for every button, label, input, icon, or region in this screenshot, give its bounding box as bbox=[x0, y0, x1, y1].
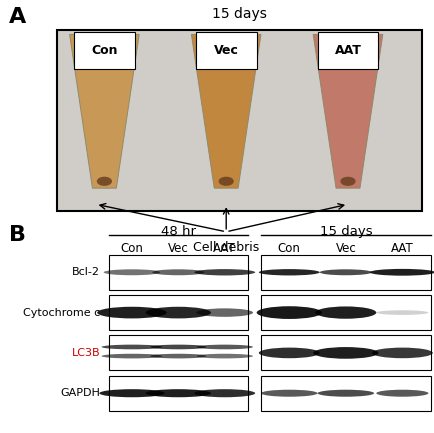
Text: A: A bbox=[9, 7, 26, 27]
Ellipse shape bbox=[375, 390, 427, 397]
Ellipse shape bbox=[152, 269, 204, 275]
Text: Vec: Vec bbox=[335, 242, 355, 255]
Text: Con: Con bbox=[277, 242, 300, 255]
Ellipse shape bbox=[196, 354, 253, 359]
Text: GAPDH: GAPDH bbox=[60, 388, 100, 398]
Ellipse shape bbox=[96, 177, 112, 186]
Bar bbox=[108, 336, 247, 370]
Ellipse shape bbox=[371, 348, 432, 358]
Ellipse shape bbox=[150, 345, 206, 349]
Text: AAT: AAT bbox=[213, 242, 236, 255]
Ellipse shape bbox=[99, 389, 164, 397]
Text: AAT: AAT bbox=[334, 44, 361, 57]
Bar bbox=[260, 255, 430, 290]
Text: AAT: AAT bbox=[390, 242, 413, 255]
Text: Vec: Vec bbox=[168, 242, 188, 255]
Ellipse shape bbox=[101, 354, 162, 359]
Polygon shape bbox=[312, 35, 382, 188]
Polygon shape bbox=[69, 35, 139, 188]
Polygon shape bbox=[191, 35, 260, 188]
Ellipse shape bbox=[256, 306, 321, 319]
Ellipse shape bbox=[97, 307, 166, 318]
FancyBboxPatch shape bbox=[195, 32, 256, 69]
Ellipse shape bbox=[150, 354, 206, 359]
Bar bbox=[260, 336, 430, 370]
FancyBboxPatch shape bbox=[74, 32, 135, 69]
Ellipse shape bbox=[260, 390, 317, 397]
Ellipse shape bbox=[101, 345, 162, 349]
Ellipse shape bbox=[194, 389, 255, 397]
Bar bbox=[108, 255, 247, 290]
Ellipse shape bbox=[196, 308, 253, 317]
Text: Con: Con bbox=[91, 44, 117, 57]
Text: 15 days: 15 days bbox=[211, 7, 266, 21]
Text: Bcl-2: Bcl-2 bbox=[72, 267, 100, 277]
Text: Cell debris: Cell debris bbox=[193, 241, 259, 254]
Ellipse shape bbox=[103, 269, 160, 275]
Ellipse shape bbox=[319, 269, 371, 275]
Ellipse shape bbox=[312, 347, 378, 359]
Text: B: B bbox=[9, 225, 26, 245]
Ellipse shape bbox=[194, 269, 255, 275]
Bar bbox=[56, 30, 421, 211]
Ellipse shape bbox=[145, 307, 210, 318]
Text: LC3B: LC3B bbox=[71, 348, 100, 358]
Ellipse shape bbox=[315, 307, 375, 319]
Text: 48 hr: 48 hr bbox=[161, 225, 195, 238]
Bar bbox=[108, 376, 247, 411]
Ellipse shape bbox=[196, 345, 253, 349]
FancyBboxPatch shape bbox=[317, 32, 378, 69]
Text: Cytochrome c: Cytochrome c bbox=[23, 307, 100, 317]
Bar bbox=[108, 295, 247, 330]
Bar bbox=[260, 376, 430, 411]
Text: 15 days: 15 days bbox=[319, 225, 371, 238]
Ellipse shape bbox=[145, 389, 210, 397]
Ellipse shape bbox=[258, 269, 319, 275]
Text: Vec: Vec bbox=[213, 44, 238, 57]
Bar bbox=[260, 295, 430, 330]
Ellipse shape bbox=[317, 390, 373, 397]
Ellipse shape bbox=[340, 177, 355, 186]
Ellipse shape bbox=[375, 310, 427, 315]
Text: Con: Con bbox=[120, 242, 143, 255]
Ellipse shape bbox=[369, 269, 434, 276]
Ellipse shape bbox=[218, 177, 233, 186]
Ellipse shape bbox=[258, 348, 319, 358]
